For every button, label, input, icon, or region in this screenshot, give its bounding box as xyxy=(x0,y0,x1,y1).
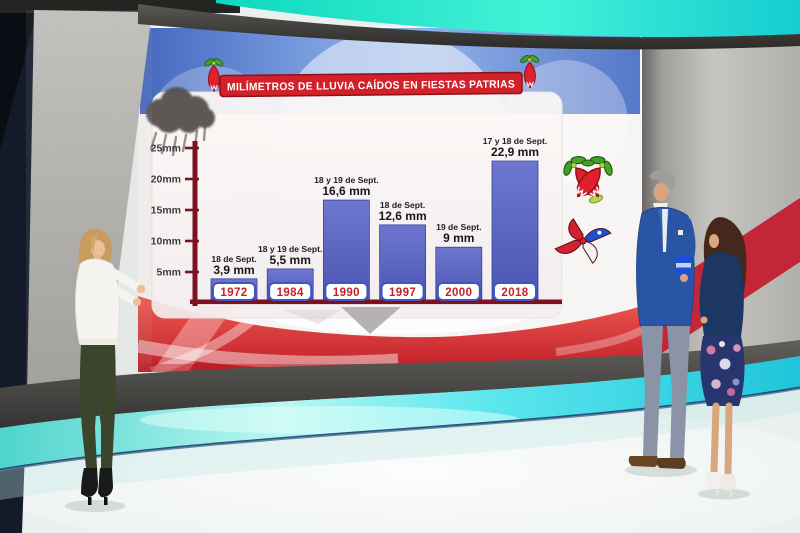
y-axis-tick-label: 25mm xyxy=(151,143,181,155)
bar-date-label: 17 y 18 de Sept. xyxy=(483,136,548,146)
copihue-pair-icon xyxy=(556,148,620,207)
bar-year-label: 1990 xyxy=(333,287,360,299)
y-axis-tick-label: 5mm xyxy=(156,267,181,279)
bar-year-pill xyxy=(380,282,425,301)
red-swoosh xyxy=(138,296,642,372)
left-wall-shadow xyxy=(0,0,40,150)
tv-screen xyxy=(136,26,644,377)
bar-date-label: 18 de Sept. xyxy=(211,254,256,264)
bar-value-label: 5,5 mm xyxy=(270,253,311,267)
bar-year-pill xyxy=(212,282,256,301)
chart-title-banner: MILÍMETROS DE LLUVIA CAÍDOS EN FIESTAS P… xyxy=(202,53,541,98)
swoosh-arc xyxy=(136,339,399,369)
swoosh-stripe xyxy=(152,306,234,372)
lace-hem xyxy=(79,338,118,345)
bar-year-label: 1997 xyxy=(389,287,416,299)
screen-bezel xyxy=(138,4,800,50)
bar xyxy=(491,160,539,304)
swoosh-arc2 xyxy=(150,312,260,377)
floor-reflection xyxy=(0,388,800,500)
shadow-woman xyxy=(698,488,750,500)
y-axis-tick-label: 20mm xyxy=(151,174,181,186)
navy-top xyxy=(701,251,744,336)
bar-year-label: 2000 xyxy=(445,287,472,299)
bar-date-label: 18 de Sept. xyxy=(380,200,425,210)
bar-year-pill xyxy=(268,282,313,301)
bar-date-label: 18 y 19 de Sept. xyxy=(258,244,323,254)
chart-title: MILÍMETROS DE LLUVIA CAÍDOS EN FIESTAS P… xyxy=(227,77,515,93)
gray-hair xyxy=(649,169,675,190)
bar-year-label: 1972 xyxy=(220,287,247,299)
gray-chevron-small xyxy=(284,310,341,324)
bar-year-pill xyxy=(493,282,537,301)
stage-trim-line xyxy=(0,386,800,472)
swoosh-arc3 xyxy=(555,326,644,356)
bar-date-label: 18 y 19 de Sept. xyxy=(314,175,379,185)
host-woman xyxy=(699,217,747,497)
jeans xyxy=(641,326,663,456)
shadow-left xyxy=(65,500,125,512)
bar-value-label: 3,9 mm xyxy=(213,263,254,277)
x-axis-baseline xyxy=(190,299,562,305)
gray-triangle-accent xyxy=(341,307,401,334)
stage-dark-band xyxy=(0,340,800,428)
bar-year-label: 2018 xyxy=(501,287,528,299)
presenter-woman xyxy=(74,228,146,505)
bar-year-label: 1984 xyxy=(277,287,304,299)
host-man xyxy=(628,169,696,469)
white-top xyxy=(74,258,120,343)
y-axis-tick-label: 10mm xyxy=(151,236,181,248)
bar-value-label: 9 mm xyxy=(443,231,474,245)
bar-value-label: 22,9 mm xyxy=(491,145,539,159)
y-axis xyxy=(192,141,198,306)
bar-value-label: 16,6 mm xyxy=(322,184,370,198)
coffee-cup-icon xyxy=(676,256,691,275)
bar-year-pill xyxy=(324,282,369,301)
blue-blazer xyxy=(636,206,695,327)
y-axis-tick-label: 15mm xyxy=(151,205,181,217)
bar-year-pill xyxy=(436,282,481,301)
bar-value-label: 12,6 mm xyxy=(379,209,427,223)
pocket-square xyxy=(678,230,683,235)
green-pants xyxy=(80,345,116,468)
bar-date-label: 19 de Sept. xyxy=(436,222,481,232)
ceiling-led xyxy=(216,0,800,38)
chile-pinwheel-icon xyxy=(554,218,612,264)
